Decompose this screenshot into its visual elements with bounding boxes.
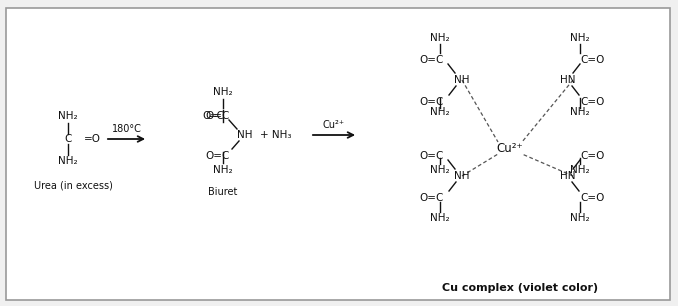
Text: NH₂: NH₂	[570, 33, 590, 43]
Text: NH: NH	[454, 171, 469, 181]
Text: O═C: O═C	[202, 111, 224, 121]
Text: 180°C: 180°C	[112, 124, 142, 134]
Text: NH₂: NH₂	[570, 165, 590, 175]
Text: NH₂: NH₂	[570, 213, 590, 223]
Text: HN: HN	[560, 75, 576, 85]
Text: O=C: O=C	[205, 111, 229, 121]
Text: Biuret: Biuret	[208, 187, 238, 197]
Text: NH₂: NH₂	[58, 111, 78, 121]
Text: NH₂: NH₂	[58, 156, 78, 166]
Text: NH₂: NH₂	[570, 107, 590, 117]
Text: NH₂: NH₂	[213, 165, 233, 175]
Text: C=O: C=O	[580, 55, 604, 65]
Text: Urea (in excess): Urea (in excess)	[34, 181, 113, 191]
Text: NH₂: NH₂	[430, 107, 450, 117]
Text: C=O: C=O	[580, 97, 604, 107]
FancyBboxPatch shape	[6, 8, 670, 300]
Text: C=O: C=O	[580, 193, 604, 203]
Text: Cu²⁺: Cu²⁺	[323, 120, 345, 130]
Text: =O: =O	[84, 134, 101, 144]
Text: + NH₃: + NH₃	[260, 130, 292, 140]
Text: NH₂: NH₂	[430, 33, 450, 43]
Text: NH: NH	[454, 75, 469, 85]
Text: O=C: O=C	[419, 97, 443, 107]
Text: NH: NH	[237, 130, 252, 140]
Text: O=C: O=C	[205, 151, 229, 161]
Text: O=C: O=C	[419, 151, 443, 161]
Text: O=C: O=C	[419, 193, 443, 203]
Text: Cu complex (violet color): Cu complex (violet color)	[442, 283, 598, 293]
Text: C: C	[64, 134, 72, 144]
Text: NH₂: NH₂	[430, 213, 450, 223]
Text: NH₂: NH₂	[430, 165, 450, 175]
Text: C=O: C=O	[580, 151, 604, 161]
Text: NH₂: NH₂	[213, 87, 233, 97]
Text: O=C: O=C	[419, 55, 443, 65]
Text: Cu²⁺: Cu²⁺	[497, 141, 523, 155]
Text: HN: HN	[560, 171, 576, 181]
